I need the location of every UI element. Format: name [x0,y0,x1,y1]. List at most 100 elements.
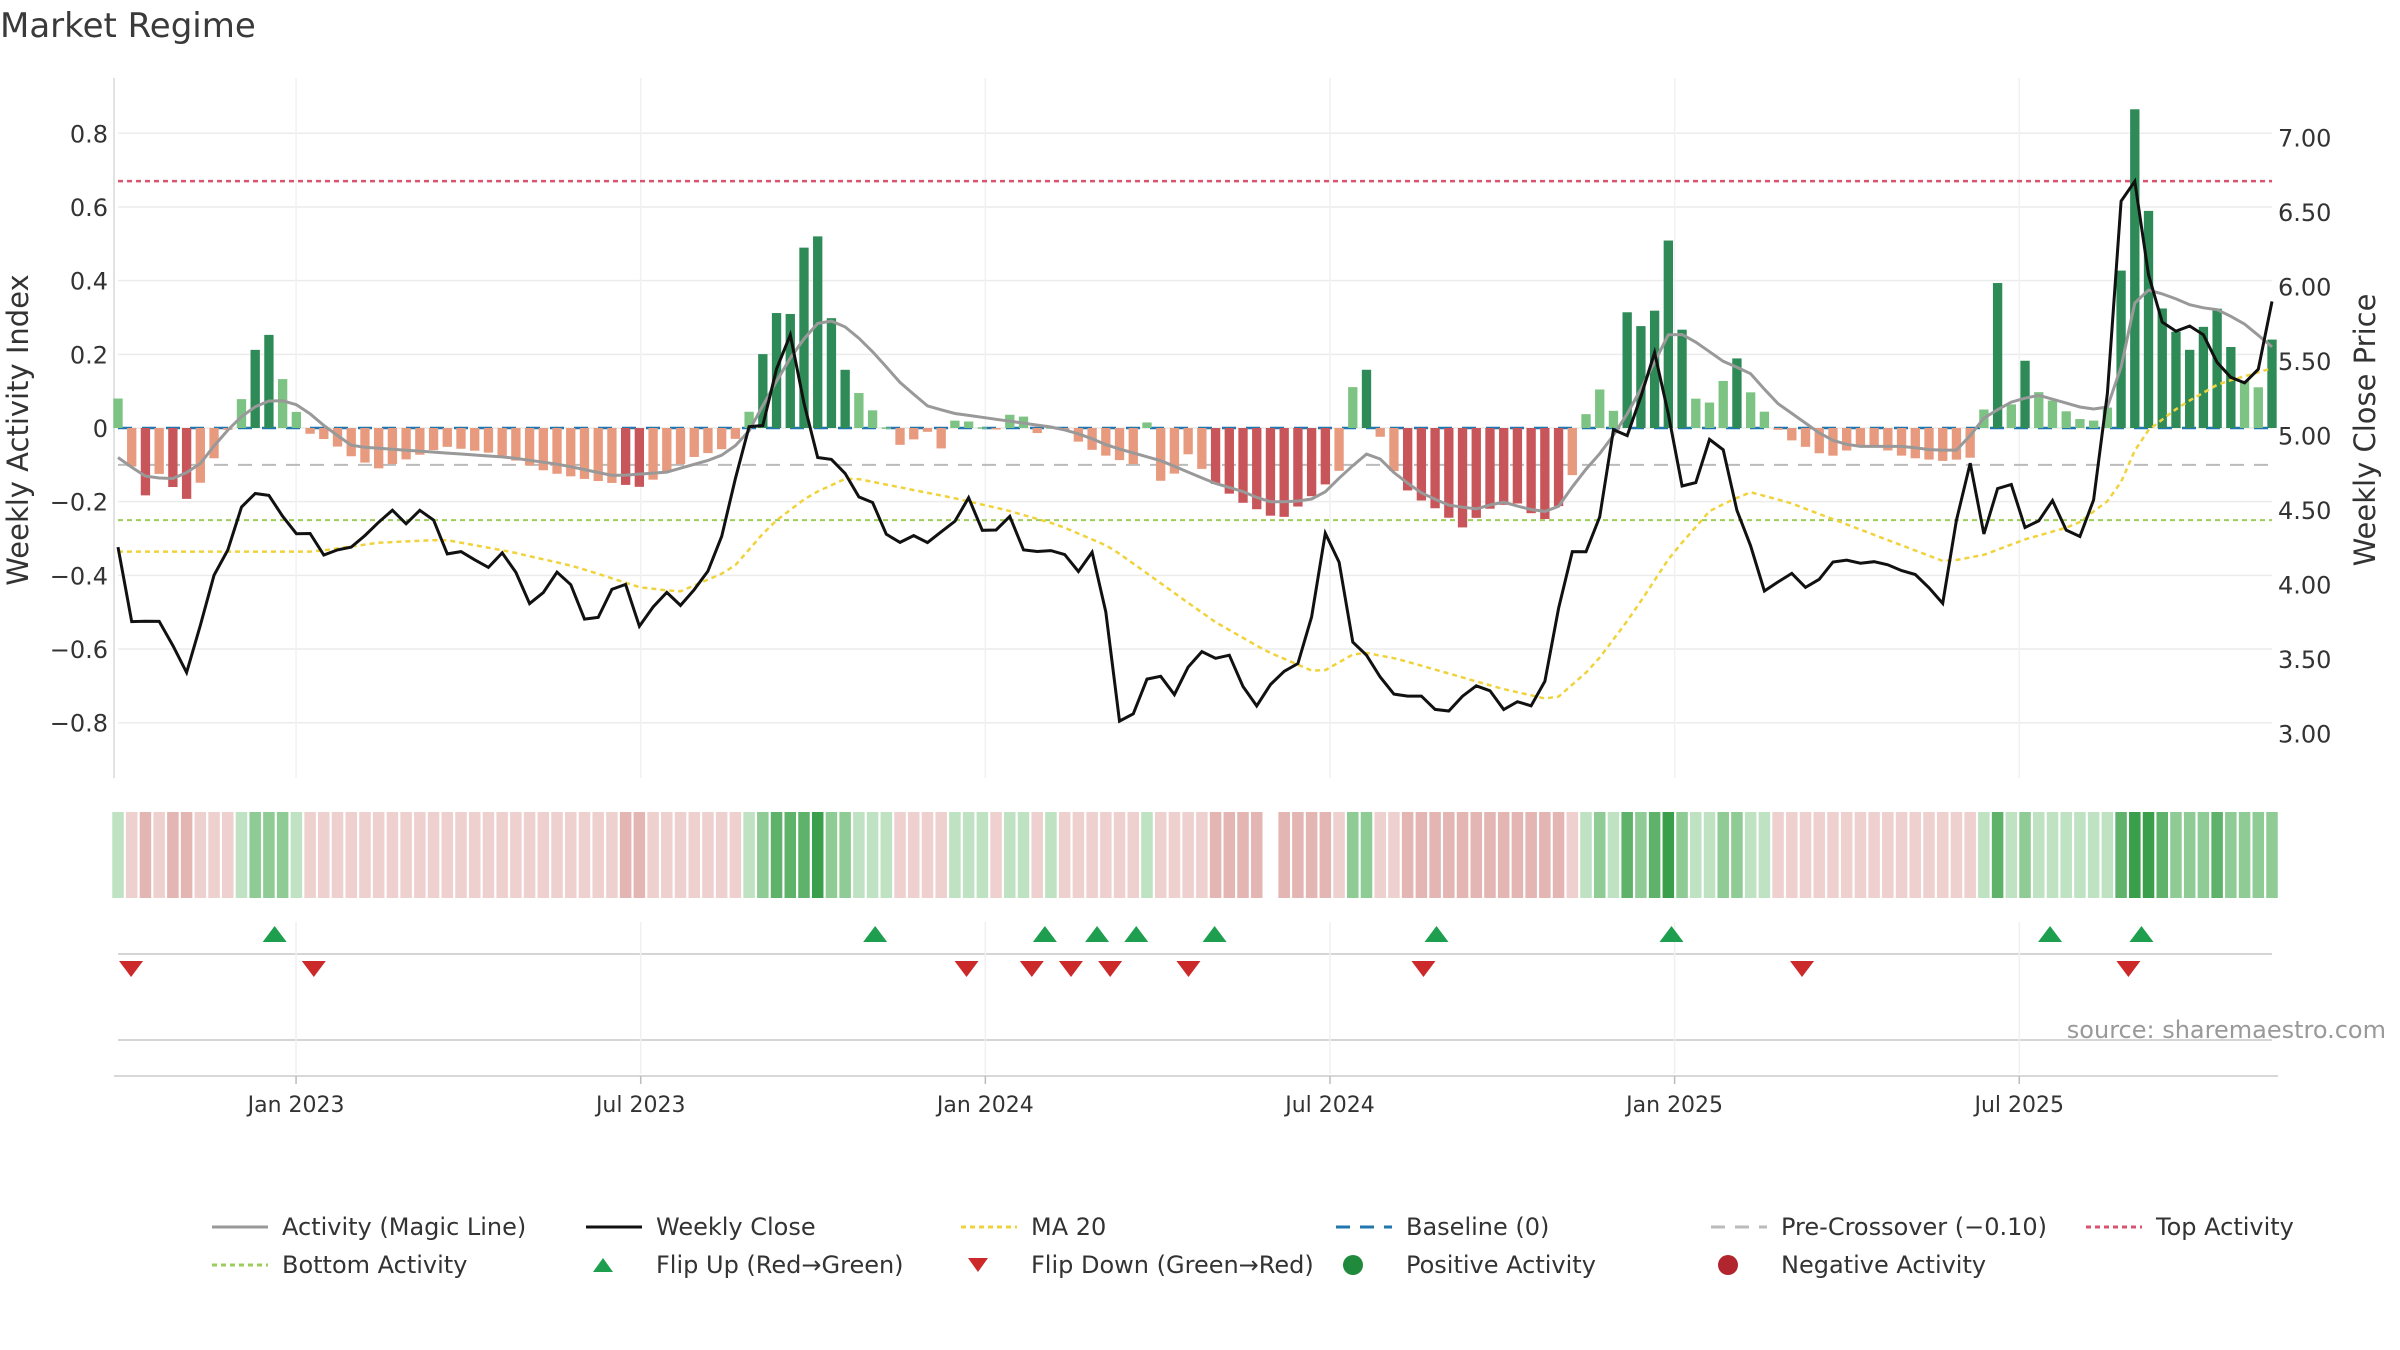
flip-up-marker [1659,926,1684,942]
regime-cell [592,812,604,898]
activity-bar [1677,329,1687,428]
y-tick-label-left: −0.6 [50,636,108,664]
activity-bar [991,428,1001,430]
activity-bar [1608,410,1619,428]
activity-bar [1732,358,1742,428]
regime-cell [1443,812,1455,898]
series-lines [116,177,2274,724]
regime-cell [1470,812,1483,898]
regime-cell [1648,812,1661,898]
x-tick-label: Jul 2023 [594,1093,686,1118]
reference-lines [118,179,2272,522]
regime-cell [1621,812,1633,898]
regime-cell [1635,812,1647,898]
activity-bar [620,428,631,485]
regime-cell [564,812,577,898]
activity-bar [2047,400,2058,428]
regime-cell [1237,812,1249,898]
flip-up-marker [2129,926,2154,942]
activity-bar [1938,428,1948,461]
regime-cell [1662,812,1675,898]
regime-cell [880,812,893,898]
magic-line-series [117,288,2273,513]
activity-bar [730,428,741,439]
activity-bar [1197,428,1207,469]
legend-magic-line: Activity (Magic Line) [210,1213,584,1241]
activity-bar [2267,339,2277,428]
regime-cell [1319,812,1332,898]
activity-bar [648,428,658,480]
regime-cell [1950,812,1963,898]
regime-cell [1113,812,1126,898]
regime-cell [578,812,591,898]
activity-bar [1745,392,1756,428]
activity-bar [538,428,548,471]
regime-cell [2266,812,2278,898]
activity-bar [689,428,699,457]
regime-cell [167,812,179,898]
activity-bar [1951,428,1962,460]
regime-cell [1086,812,1098,898]
positive-dot-icon [1343,1255,1363,1275]
regime-cell [688,812,700,898]
regime-cell [1292,812,1304,898]
activity-bar [1334,428,1344,471]
regime-cell [1004,812,1016,898]
activity-bar [1540,428,1550,520]
regime-cell [414,812,426,898]
activity-bar [1293,428,1303,507]
regime-cell [1141,812,1153,898]
activity-bar [717,428,727,450]
regime-cell [1539,812,1551,898]
regime-cell [1484,812,1496,898]
regime-cell [606,812,618,898]
activity-bar [744,411,754,428]
activity-bar [909,428,919,440]
activity-bar [1800,428,1811,447]
flip-up-marker [262,926,287,942]
regime-cell [468,812,481,898]
regime-cell [894,812,906,898]
regime-cell [537,812,550,898]
y-tick-label-left: 0.4 [70,268,108,296]
activity-bar [1471,428,1481,518]
activity-bar [1595,389,1605,428]
activity-bar [181,428,192,499]
regime-cell [1936,812,1949,898]
activity-bar [154,428,164,474]
regime-cell [455,812,467,898]
y-tick-label-right: 7.00 [2278,125,2331,153]
activity-bar [1842,428,1852,451]
y-tick-label-right: 4.00 [2278,571,2331,599]
flip-down-marker [1411,961,1436,977]
activity-bar [291,411,302,428]
activity-bar [511,428,521,461]
regime-cell [619,812,632,898]
regime-cell [811,812,824,898]
x-tick-label: Jan 2024 [935,1093,1034,1118]
flip-markers [118,922,2272,1074]
regime-cell [1854,812,1867,898]
activity-bar [2212,308,2222,428]
legend-row-1: Activity (Magic Line) Weekly Close MA 20… [210,1208,2390,1246]
legend-flip-up-label: Flip Up (Red→Green) [656,1251,904,1279]
activity-bar [1101,428,1111,456]
activity-bar [1032,428,1042,434]
y-tick-label-left: 0.2 [70,341,108,369]
legend-weekly-close-label: Weekly Close [656,1213,816,1241]
legend-negative-label: Negative Activity [1781,1251,1987,1279]
regime-cell [907,812,920,898]
activity-bar [2239,380,2250,428]
regime-cell [510,812,522,898]
regime-cell [633,812,646,898]
regime-cell [935,812,947,898]
activity-bar [854,393,864,428]
flip-up-marker [1032,926,1057,942]
regime-cell [2197,812,2210,898]
regime-cell [441,812,454,898]
regime-cell [1827,812,1839,898]
activity-bar [593,428,603,482]
flip-up-marker [1424,926,1449,942]
regime-cell [249,812,261,898]
